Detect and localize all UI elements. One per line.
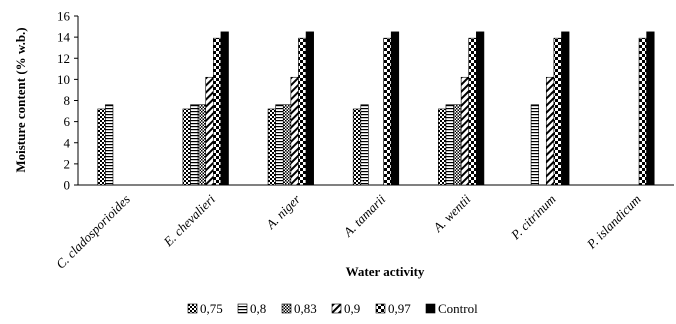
bar-Control-2 (305, 31, 314, 186)
y-axis-title: Moisture content (% w.b.) (13, 27, 28, 172)
category-label: A. niger (262, 191, 304, 233)
x-axis-title: Water activity (346, 264, 425, 279)
y-tick-label: 6 (64, 114, 71, 129)
category-label: C. cladosporioides (53, 192, 133, 272)
y-tick-label: 14 (57, 30, 71, 45)
bar-0-83-2 (282, 104, 292, 186)
legend-label: 0,75 (200, 301, 223, 316)
legend-swatch (281, 303, 292, 314)
bar-0-8-1 (190, 104, 199, 186)
category-label: A. wentii (429, 191, 473, 235)
bar-0-8-4 (445, 104, 454, 186)
y-tick-label: 0 (64, 178, 71, 193)
bar-0-8-5 (530, 104, 539, 186)
legend-swatch (331, 303, 342, 314)
bar-Control-1 (220, 31, 229, 186)
legend-label: Control (438, 301, 478, 316)
bar-0-8-0 (105, 104, 114, 186)
bar-0-75-1 (182, 108, 191, 186)
bar-0-97-4 (468, 37, 477, 186)
legend-label: 0,9 (344, 301, 360, 316)
bar-0-75-3 (352, 108, 362, 186)
bar-0-83-4 (453, 104, 462, 186)
legend-swatch (187, 303, 198, 314)
category-labels: C. cladosporioides E. chevalieri A. niger A… (53, 191, 644, 272)
category-label: A. tamarii (340, 191, 389, 240)
bar-0-97-3 (383, 37, 392, 186)
legend: 0,75 0,8 0,83 0,9 0,97 Control (187, 301, 478, 316)
y-tick-label: 8 (64, 93, 71, 108)
bar-0-8-3 (360, 104, 369, 186)
bar-0-9-4 (460, 76, 470, 186)
bars (97, 31, 655, 186)
bar-Control-4 (476, 31, 485, 186)
bar-0-8-2 (275, 104, 284, 186)
y-tick-label: 16 (57, 9, 71, 24)
legend-swatch (375, 303, 386, 314)
axes: 0 2 4 6 8 10 12 14 16 (57, 9, 674, 193)
bar-0-9-1 (205, 76, 214, 186)
bar-0-75-2 (267, 108, 276, 186)
y-tick-label: 4 (64, 135, 71, 150)
category-label: P. citrinum (507, 192, 558, 243)
bar-0-97-2 (298, 37, 307, 186)
category-label: E. chevalieri (160, 191, 219, 250)
bar-0-75-4 (438, 108, 447, 186)
bar-Control-6 (646, 31, 655, 186)
bar-0-97-1 (213, 37, 222, 186)
legend-label: 0,97 (388, 301, 411, 316)
y-tick-label: 12 (57, 51, 70, 66)
bar-0-83-1 (197, 104, 207, 186)
legend-swatch (237, 303, 248, 314)
bar-0-75-0 (97, 108, 106, 186)
legend-swatch (425, 303, 436, 314)
y-tick-label: 2 (64, 156, 71, 171)
bar-0-97-5 (553, 37, 562, 186)
y-tick-label: 10 (57, 72, 70, 87)
bar-0-9-5 (545, 76, 555, 186)
category-label: P. islandicum (583, 192, 644, 253)
bar-Control-5 (561, 31, 570, 186)
legend-label: 0,83 (294, 301, 317, 316)
legend-label: 0,8 (250, 301, 266, 316)
bar-0-9-2 (290, 76, 299, 186)
bar-0-97-6 (638, 37, 647, 186)
bar-Control-3 (390, 31, 400, 186)
